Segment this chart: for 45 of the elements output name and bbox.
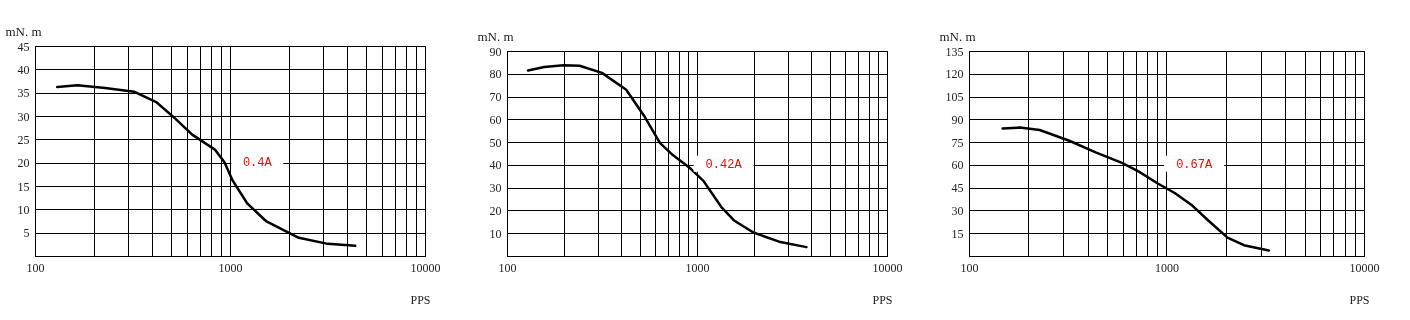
y-tick-label: 90 [489, 44, 502, 59]
x-axis-title: PPS [872, 292, 893, 307]
y-tick-label: 20 [489, 203, 502, 218]
y-tick-label: 90 [951, 112, 964, 127]
y-tick-label: 10 [17, 202, 30, 217]
y-tick-label: 15 [17, 179, 30, 194]
y-tick-label: 45 [17, 39, 30, 54]
y-tick-label: 45 [951, 181, 964, 196]
x-tick-label: 100 [960, 260, 979, 275]
y-tick-label: 135 [945, 44, 964, 59]
y-tick-label: 15 [951, 226, 964, 241]
y-axis-title: mN. m [477, 28, 514, 44]
y-tick-label: 60 [489, 112, 502, 127]
x-tick-label: 10000 [872, 260, 903, 275]
y-tick-label: 10 [489, 226, 502, 241]
x-tick-label: 1000 [685, 260, 710, 275]
y-tick-label: 105 [945, 90, 964, 105]
annotation: 0.42A [705, 157, 743, 172]
x-axis-title: PPS [410, 292, 431, 307]
y-tick-label: 30 [951, 203, 964, 218]
y-tick-label: 80 [489, 67, 502, 82]
annotation: 0.67A [1176, 157, 1213, 172]
x-tick-label: 1000 [1155, 260, 1179, 275]
y-tick-label: 20 [17, 156, 30, 171]
y-tick-label: 35 [17, 86, 30, 101]
y-tick-label: 40 [489, 158, 502, 173]
y-tick-label: 40 [17, 62, 30, 77]
y-tick-label: 50 [489, 135, 502, 150]
y-axis-title: mN. m [939, 28, 976, 44]
x-tick-label: 10000 [410, 260, 441, 275]
x-tick-label: 10000 [1349, 260, 1380, 275]
y-tick-label: 30 [17, 109, 30, 124]
annotation: 0.4A [242, 155, 273, 170]
y-tick-label: 25 [17, 132, 30, 147]
y-tick-label: 75 [951, 135, 964, 150]
x-tick-label: 100 [26, 260, 45, 275]
y-axis-title: mN. m [5, 23, 42, 39]
x-tick-label: 1000 [218, 260, 243, 275]
x-axis-title: PPS [1349, 292, 1370, 307]
y-tick-label: 120 [945, 67, 964, 82]
x-tick-label: 100 [498, 260, 517, 275]
y-tick-label: 5 [23, 226, 30, 241]
y-tick-label: 70 [489, 90, 502, 105]
y-tick-label: 30 [489, 181, 502, 196]
y-tick-label: 60 [951, 158, 964, 173]
